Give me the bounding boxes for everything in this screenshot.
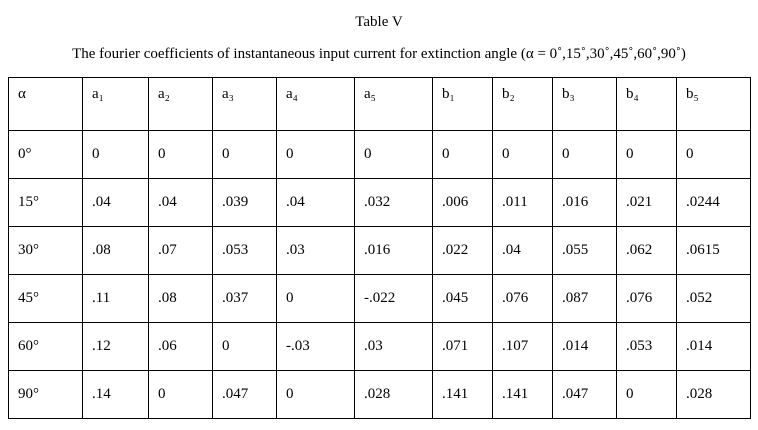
- table-cell: .08: [82, 226, 149, 275]
- table-cell: .039: [212, 178, 277, 227]
- table-row: 90° .14 0.047 0.028.141.141.047 0.028: [8, 370, 751, 419]
- table-cell: 0: [432, 130, 493, 179]
- table-cell: 0: [616, 370, 677, 419]
- table-cell: 0: [354, 130, 433, 179]
- table-caption: The fourier coefficients of instantaneou…: [72, 46, 686, 62]
- table-cell: .047: [552, 370, 617, 419]
- table-cell: .016: [354, 226, 433, 275]
- column-header: a₁: [82, 77, 149, 131]
- column-header: b₅: [676, 77, 751, 131]
- table-body: 0° 0 0 0 0 0 0 0 0 0 0 15° .04.04.039.04.032.006.011…: [8, 130, 751, 419]
- table-cell: .032: [354, 178, 433, 227]
- column-header: a₅: [354, 77, 433, 131]
- table-cell: 0: [276, 130, 355, 179]
- table-cell: .021: [616, 178, 677, 227]
- table-cell: 0: [82, 130, 149, 179]
- table-row: 0° 0 0 0 0 0 0 0 0 0 0: [8, 130, 751, 179]
- table-cell: 60°: [8, 322, 83, 371]
- table-cell: .0244: [676, 178, 751, 227]
- table-row: 30° .08.07.053.03.016.022.04.055.062.0615: [8, 226, 751, 275]
- table-row: 15° .04.04.039.04.032.006.011.016.021.024…: [8, 178, 751, 227]
- table-cell: .04: [82, 178, 149, 227]
- column-header: b₃: [552, 77, 617, 131]
- table-cell: 0: [616, 130, 677, 179]
- table-cell: .12: [82, 322, 149, 371]
- column-header: a₄: [276, 77, 355, 131]
- table-cell: 0: [276, 370, 355, 419]
- table-cell: .04: [148, 178, 213, 227]
- table-cell: .055: [552, 226, 617, 275]
- table-cell: .014: [676, 322, 751, 371]
- table-row: 60° .12.06 0 -.03.03.071.107.014.053.014: [8, 322, 751, 371]
- header-row: α a₁ a₂ a₃ a₄ a₅ b₁ b₂ b₃ b₄ b₅: [8, 77, 751, 131]
- column-header: b₄: [616, 77, 677, 131]
- table-cell: .06: [148, 322, 213, 371]
- table-cell: .037: [212, 274, 277, 323]
- table-cell: .071: [432, 322, 493, 371]
- table-cell: 0: [492, 130, 553, 179]
- table-cell: 0: [148, 370, 213, 419]
- table-cell: .006: [432, 178, 493, 227]
- table-cell: .07: [148, 226, 213, 275]
- table-cell: 15°: [8, 178, 83, 227]
- table-cell: 90°: [8, 370, 83, 419]
- table-cell: .053: [212, 226, 277, 275]
- table-cell: .107: [492, 322, 553, 371]
- column-header: b₂: [492, 77, 553, 131]
- table-cell: 0: [676, 130, 751, 179]
- table-cell: 0°: [8, 130, 83, 179]
- table-cell: .062: [616, 226, 677, 275]
- table-cell: .141: [432, 370, 493, 419]
- table-cell: .141: [492, 370, 553, 419]
- table-cell: .11: [82, 274, 149, 323]
- column-header: a₃: [212, 77, 277, 131]
- table-cell: .016: [552, 178, 617, 227]
- table-cell: .028: [676, 370, 751, 419]
- table-cell: .076: [492, 274, 553, 323]
- table-cell: .14: [82, 370, 149, 419]
- table-cell: 0: [552, 130, 617, 179]
- column-header: b₁: [432, 77, 493, 131]
- table-cell: 0: [212, 130, 277, 179]
- table-cell: .014: [552, 322, 617, 371]
- table-cell: .045: [432, 274, 493, 323]
- column-header: a₂: [148, 77, 213, 131]
- table-cell: .04: [492, 226, 553, 275]
- table-cell: .011: [492, 178, 553, 227]
- table-cell: .047: [212, 370, 277, 419]
- table: α a₁ a₂ a₃ a₄ a₅ b₁ b₂ b₃ b₄ b₅ 0° 0 0 0 0 0 0 0 0 0 0 15° .04…: [8, 77, 751, 419]
- table-cell: 30°: [8, 226, 83, 275]
- table-cell: .053: [616, 322, 677, 371]
- table-cell: .076: [616, 274, 677, 323]
- table-cell: 0: [276, 274, 355, 323]
- table-cell: -.03: [276, 322, 355, 371]
- table-row: 45° .11.08.037 0 -.022.045.076.087.076.052: [8, 274, 751, 323]
- table-cell: .03: [276, 226, 355, 275]
- column-header: α: [8, 77, 83, 131]
- table-cell: .04: [276, 178, 355, 227]
- table-cell: .0615: [676, 226, 751, 275]
- table-cell: .052: [676, 274, 751, 323]
- table-cell: 45°: [8, 274, 83, 323]
- table-cell: .08: [148, 274, 213, 323]
- table-cell: .022: [432, 226, 493, 275]
- table-cell: .028: [354, 370, 433, 419]
- table-cell: -.022: [354, 274, 433, 323]
- table-cell: .03: [354, 322, 433, 371]
- table-cell: 0: [148, 130, 213, 179]
- table-cell: .087: [552, 274, 617, 323]
- table-cell: 0: [212, 322, 277, 371]
- table-title: Table V: [355, 14, 403, 30]
